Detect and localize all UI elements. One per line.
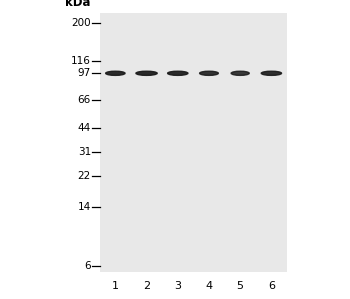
Text: 116: 116 [71,56,91,66]
Text: 200: 200 [71,18,91,28]
Ellipse shape [136,71,157,75]
Text: 6: 6 [84,261,91,271]
Text: 14: 14 [78,202,91,212]
Text: 97: 97 [78,68,91,78]
Text: 66: 66 [78,95,91,105]
Ellipse shape [231,71,249,75]
Text: 5: 5 [237,281,244,291]
Text: 6: 6 [268,281,275,291]
Text: 31: 31 [78,147,91,157]
Text: kDa: kDa [65,0,91,9]
Text: 44: 44 [78,123,91,133]
Ellipse shape [106,71,125,75]
Text: 2: 2 [143,281,150,291]
Text: 3: 3 [174,281,181,291]
Text: 4: 4 [205,281,212,291]
Ellipse shape [168,71,188,75]
Text: 22: 22 [78,171,91,181]
Ellipse shape [199,71,218,75]
Ellipse shape [261,71,281,75]
Text: 1: 1 [112,281,119,291]
